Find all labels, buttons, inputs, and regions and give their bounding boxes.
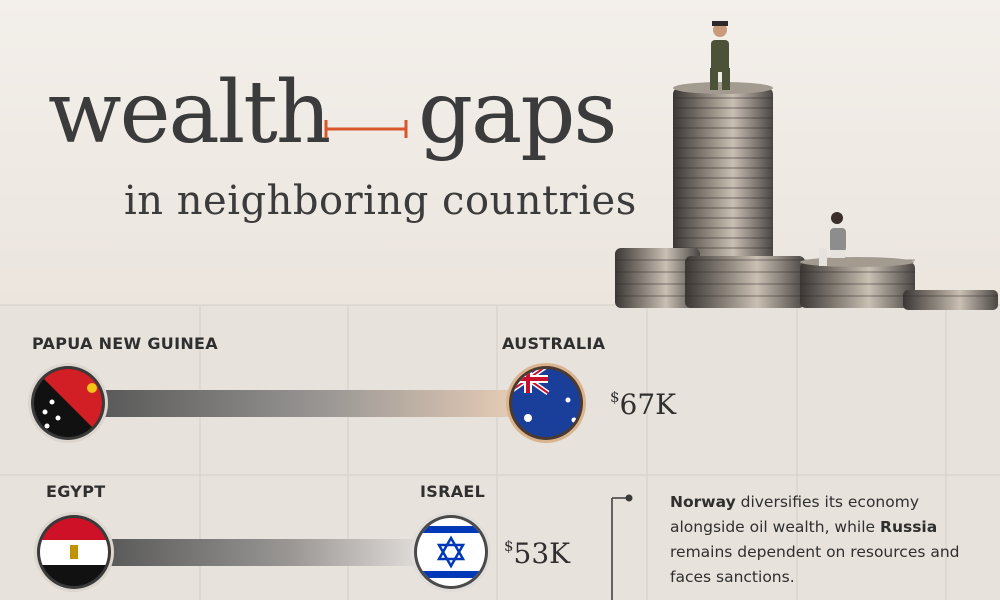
note-country-norway: Norway (670, 493, 736, 511)
note-text-1: diversifies its economy alongside oil we… (670, 493, 920, 536)
title-word-wealth: wealth (48, 63, 331, 163)
poor-figure-icon (819, 212, 846, 266)
country-label-low-2: EGYPT (46, 482, 106, 501)
country-label-low-1: PAPUA NEW GUINEA (32, 334, 218, 353)
israel-flag-icon (411, 512, 491, 592)
country-label-high-1: AUSTRALIA (502, 334, 606, 353)
value-text: 67K (619, 388, 677, 421)
egypt-flag-icon (34, 512, 114, 592)
page-subtitle: in neighboring countries (124, 178, 637, 224)
note-text-2: remains dependent on resources and faces… (670, 543, 960, 586)
note-country-russia: Russia (880, 518, 938, 536)
bar-fill-2 (100, 539, 420, 566)
rich-figure-icon (710, 21, 730, 90)
australia-flag-icon (506, 363, 586, 443)
papua-new-guinea-flag-icon (28, 363, 108, 443)
value-text: 53K (513, 537, 571, 570)
currency-symbol: $ (504, 537, 514, 555)
value-label-1: $67K (610, 388, 676, 421)
annotation-note: Norway diversifies its economy alongside… (670, 490, 990, 590)
coin-stacks-illustration (615, 21, 998, 310)
title-word-gaps: gaps (418, 63, 618, 163)
gap-connector-icon (324, 120, 408, 138)
currency-symbol: $ (610, 388, 620, 406)
note-connector-line (611, 494, 633, 600)
country-label-high-2: ISRAEL (420, 482, 486, 501)
bar-fill-1 (95, 390, 515, 417)
value-label-2: $53K (504, 537, 570, 570)
